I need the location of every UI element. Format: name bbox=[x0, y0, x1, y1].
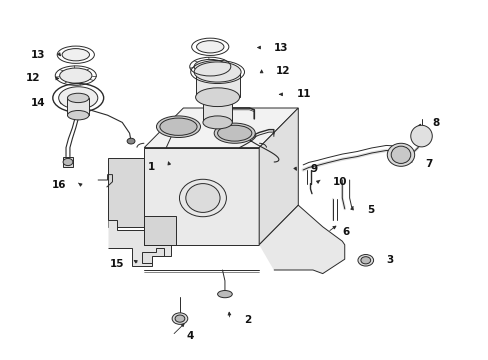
Ellipse shape bbox=[185, 184, 220, 212]
Circle shape bbox=[127, 138, 135, 144]
Polygon shape bbox=[107, 220, 171, 266]
Text: 11: 11 bbox=[297, 89, 311, 99]
Circle shape bbox=[357, 255, 373, 266]
Circle shape bbox=[175, 315, 184, 322]
Polygon shape bbox=[142, 248, 163, 263]
Ellipse shape bbox=[62, 49, 89, 61]
Polygon shape bbox=[107, 158, 144, 227]
Ellipse shape bbox=[390, 146, 410, 163]
Text: 8: 8 bbox=[432, 118, 439, 128]
Circle shape bbox=[360, 257, 370, 264]
Text: 13: 13 bbox=[30, 50, 45, 60]
Ellipse shape bbox=[195, 88, 239, 107]
Ellipse shape bbox=[214, 123, 255, 143]
Ellipse shape bbox=[60, 68, 92, 83]
Ellipse shape bbox=[217, 291, 232, 298]
Text: 7: 7 bbox=[425, 159, 432, 169]
Circle shape bbox=[63, 158, 73, 166]
Text: 16: 16 bbox=[51, 180, 66, 190]
Text: 12: 12 bbox=[276, 66, 290, 76]
Ellipse shape bbox=[67, 111, 89, 120]
Ellipse shape bbox=[156, 116, 200, 138]
Polygon shape bbox=[67, 98, 89, 115]
Text: 10: 10 bbox=[332, 177, 346, 187]
Ellipse shape bbox=[179, 179, 226, 217]
Text: 12: 12 bbox=[25, 73, 40, 84]
Text: 14: 14 bbox=[30, 98, 45, 108]
Polygon shape bbox=[259, 205, 344, 274]
Ellipse shape bbox=[410, 125, 431, 147]
Ellipse shape bbox=[203, 116, 232, 129]
Text: 5: 5 bbox=[366, 204, 373, 215]
Polygon shape bbox=[144, 108, 298, 148]
Ellipse shape bbox=[194, 59, 226, 74]
Text: 15: 15 bbox=[110, 258, 124, 269]
Text: 2: 2 bbox=[244, 315, 251, 325]
Polygon shape bbox=[259, 108, 298, 245]
Text: 1: 1 bbox=[148, 162, 155, 172]
Circle shape bbox=[172, 313, 187, 324]
Polygon shape bbox=[203, 97, 232, 122]
Ellipse shape bbox=[160, 118, 197, 135]
Text: 3: 3 bbox=[386, 255, 393, 265]
Polygon shape bbox=[62, 157, 73, 167]
Polygon shape bbox=[144, 216, 176, 245]
Text: 4: 4 bbox=[186, 330, 194, 341]
Polygon shape bbox=[144, 148, 259, 245]
Text: 9: 9 bbox=[310, 164, 317, 174]
Ellipse shape bbox=[217, 125, 251, 141]
Text: 6: 6 bbox=[342, 227, 349, 237]
Ellipse shape bbox=[196, 41, 224, 53]
Text: 13: 13 bbox=[273, 42, 288, 53]
Ellipse shape bbox=[386, 143, 414, 166]
Polygon shape bbox=[195, 72, 239, 97]
Ellipse shape bbox=[67, 93, 89, 103]
Ellipse shape bbox=[59, 87, 98, 109]
Ellipse shape bbox=[194, 62, 241, 82]
